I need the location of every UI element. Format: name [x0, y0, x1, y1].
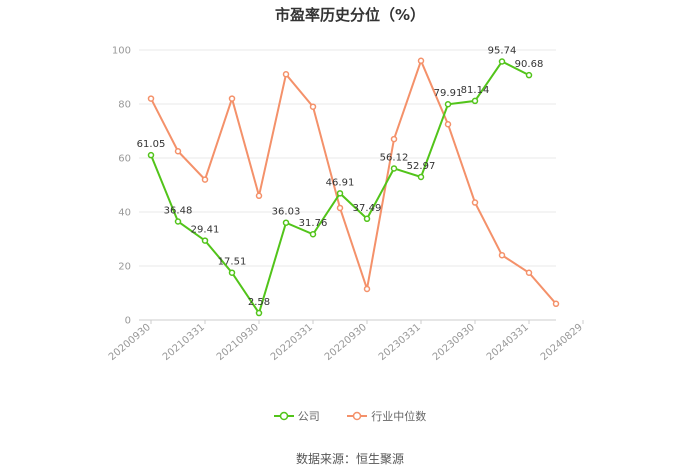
- data-point-company: [282, 219, 290, 226]
- source-note: 数据来源：恒生聚源: [295, 452, 404, 466]
- y-tick-label: 0: [125, 316, 131, 327]
- legend: 公司 行业中位数: [0, 408, 700, 424]
- data-label: 29.41: [191, 225, 220, 236]
- data-point-company: [417, 173, 425, 181]
- x-tick-label: 20210930: [215, 322, 261, 363]
- legend-industry-label: 行业中位数: [371, 410, 427, 423]
- x-tick-label: 20230930: [431, 322, 477, 363]
- data-label: 36.48: [164, 206, 193, 217]
- data-label: 90.68: [515, 59, 544, 70]
- data-point-company: [309, 230, 317, 238]
- grid-layer: [139, 49, 556, 321]
- data-point-industry: [255, 192, 263, 200]
- x-tick-label: 20220930: [323, 322, 369, 363]
- data-point-company: [525, 71, 533, 79]
- data-point-company: [228, 269, 236, 276]
- data-point-industry: [525, 269, 533, 276]
- legend-industry-icon: [347, 411, 368, 421]
- data-label: 79.91: [434, 88, 463, 99]
- data-point-company: [444, 100, 452, 108]
- y-tick-label: 40: [118, 208, 131, 219]
- label-layer: 61.05 36.48 29.41 17.51 2.58 36.0331.76 46.91 3…: [137, 46, 544, 309]
- data-point-industry: [282, 71, 290, 78]
- data-point-company: [147, 151, 155, 159]
- series-layer: [147, 57, 560, 317]
- data-point-industry: [174, 148, 182, 155]
- data-label: 56.12: [380, 152, 409, 163]
- data-label: 81.14: [461, 85, 490, 96]
- x-tick-label: 20240331: [485, 322, 531, 363]
- data-label: 2.58: [248, 297, 270, 308]
- legend-item-industry[interactable]: 行业中位数: [347, 408, 426, 424]
- data-label: 46.91: [326, 177, 355, 188]
- series-line-industry: [150, 58, 557, 305]
- legend-company-label: 公司: [297, 410, 320, 423]
- data-point-company: [174, 218, 182, 225]
- data-label: 52.97: [407, 161, 436, 172]
- data-point-industry: [147, 95, 155, 102]
- data-point-company: [255, 309, 263, 317]
- x-tick-label: 20210331: [161, 322, 207, 363]
- data-label: 31.76: [299, 218, 328, 229]
- data-point-industry: [363, 285, 371, 293]
- data-point-industry: [201, 176, 209, 183]
- x-tick-label: 20240829: [539, 322, 585, 363]
- y-tick-label: 100: [112, 46, 131, 57]
- data-point-company: [498, 58, 506, 65]
- y-tick-label: 60: [118, 154, 131, 165]
- legend-item-company[interactable]: 公司: [273, 408, 320, 424]
- data-point-company: [201, 237, 209, 244]
- data-point-industry: [444, 121, 452, 128]
- chart-title: 市盈率历史分位（%）: [274, 6, 426, 24]
- data-label: 95.74: [488, 46, 517, 57]
- x-tick-label: 20220331: [269, 322, 315, 363]
- data-point-industry: [228, 95, 236, 102]
- data-point-company: [390, 165, 398, 172]
- x-tick-label: 20200930: [107, 322, 153, 363]
- data-label: 17.51: [218, 257, 247, 268]
- x-tick-label: 20230331: [377, 322, 423, 363]
- data-point-industry: [309, 103, 317, 110]
- data-point-industry: [552, 300, 560, 308]
- data-point-company: [336, 190, 344, 197]
- data-point-industry: [471, 199, 479, 206]
- data-point-industry: [498, 251, 506, 259]
- data-point-industry: [417, 57, 425, 65]
- data-label: 37.49: [353, 203, 382, 214]
- data-label: 61.05: [137, 139, 166, 150]
- legend-company-icon: [273, 411, 294, 421]
- data-label: 36.03: [272, 207, 301, 218]
- data-point-company: [471, 97, 479, 105]
- data-point-company: [363, 215, 371, 223]
- data-point-industry: [390, 135, 398, 143]
- y-tick-label: 20: [118, 262, 131, 273]
- data-point-industry: [336, 204, 344, 212]
- y-tick-label: 80: [118, 100, 131, 111]
